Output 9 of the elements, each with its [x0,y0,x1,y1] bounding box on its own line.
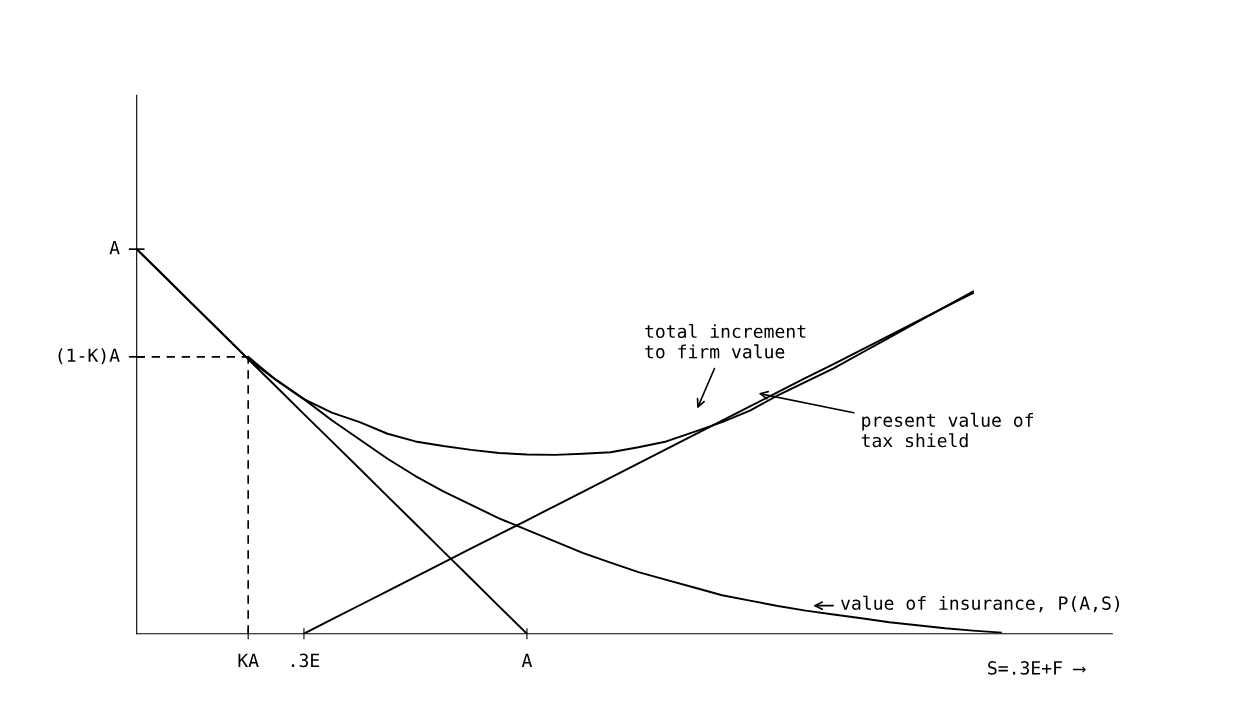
annotation: total increment to firm value [645,324,806,359]
x-tick-label: A [521,653,533,667]
ref-line-label: (1-K)A [58,348,120,365]
x-tick-label: KA [238,653,259,667]
annotation: present value of tax shield [861,412,1034,448]
x-axis-title: S=.3E+F ⟶ [988,661,1086,675]
x-tick-label: .3E [291,653,320,668]
annotation: value of insurance, P(A,S) [840,595,1119,613]
ref-line-label: A [109,241,120,255]
